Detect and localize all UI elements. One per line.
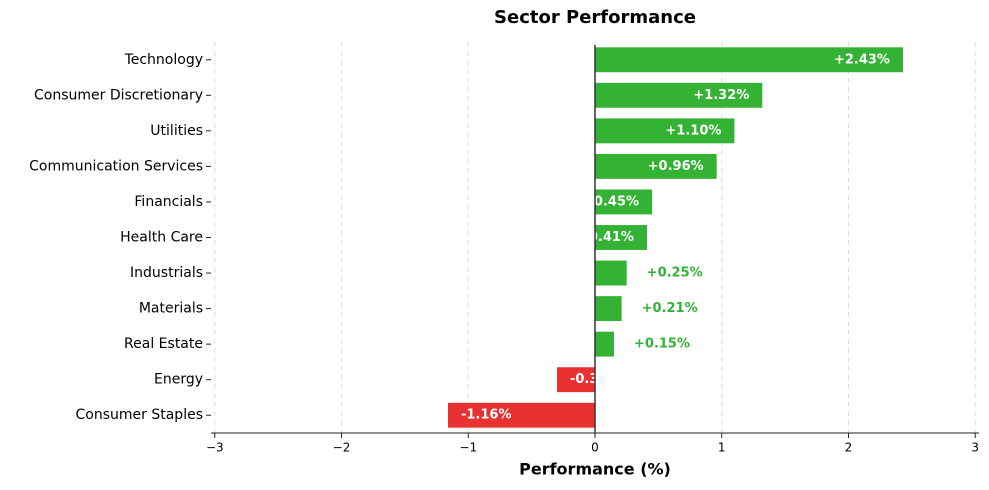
value-label: +1.32% bbox=[693, 88, 749, 103]
x-axis-label: Performance (%) bbox=[519, 460, 671, 479]
bar bbox=[595, 82, 763, 108]
value-label: +0.21% bbox=[642, 301, 698, 316]
bar bbox=[595, 296, 622, 322]
chart-title: Sector Performance bbox=[494, 7, 696, 28]
y-tick-label: Utilities bbox=[150, 123, 203, 139]
bar bbox=[595, 47, 903, 73]
value-label: +0.41% bbox=[578, 230, 634, 245]
y-tick-label: Energy bbox=[154, 372, 203, 388]
bar bbox=[595, 331, 615, 357]
value-label: +0.15% bbox=[634, 337, 690, 352]
x-tick-label: 0 bbox=[591, 441, 599, 455]
x-tick-label: 1 bbox=[718, 441, 726, 455]
bar bbox=[447, 402, 595, 428]
value-label: +0.25% bbox=[647, 266, 703, 281]
bar bbox=[595, 225, 647, 250]
y-tick-label: Financials bbox=[134, 194, 203, 210]
value-label: +0.96% bbox=[648, 159, 704, 174]
y-tick-label: Technology bbox=[124, 52, 203, 68]
value-label: -1.16% bbox=[461, 408, 512, 423]
bar bbox=[595, 118, 735, 144]
value-label: +1.10% bbox=[665, 123, 721, 138]
x-tick-label: 2 bbox=[845, 441, 853, 455]
bar bbox=[595, 153, 717, 179]
bar bbox=[595, 189, 653, 215]
y-tick-label: Materials bbox=[139, 301, 203, 317]
y-tick-label: Communication Services bbox=[29, 158, 203, 174]
x-tick-label: −3 bbox=[206, 441, 224, 455]
y-tick-label: Industrials bbox=[130, 265, 203, 281]
x-tick-label: 3 bbox=[971, 441, 979, 455]
y-tick-label: Consumer Staples bbox=[76, 407, 203, 423]
value-label: +2.43% bbox=[834, 52, 890, 67]
bar bbox=[556, 367, 595, 393]
y-tick-label: Consumer Discretionary bbox=[34, 87, 203, 103]
y-tick-label: Health Care bbox=[120, 230, 203, 246]
value-label: +0.45% bbox=[583, 194, 639, 209]
bar bbox=[595, 260, 627, 286]
x-tick-label: −2 bbox=[333, 441, 351, 455]
y-tick-label: Real Estate bbox=[124, 336, 203, 352]
x-tick-label: −1 bbox=[459, 441, 477, 455]
